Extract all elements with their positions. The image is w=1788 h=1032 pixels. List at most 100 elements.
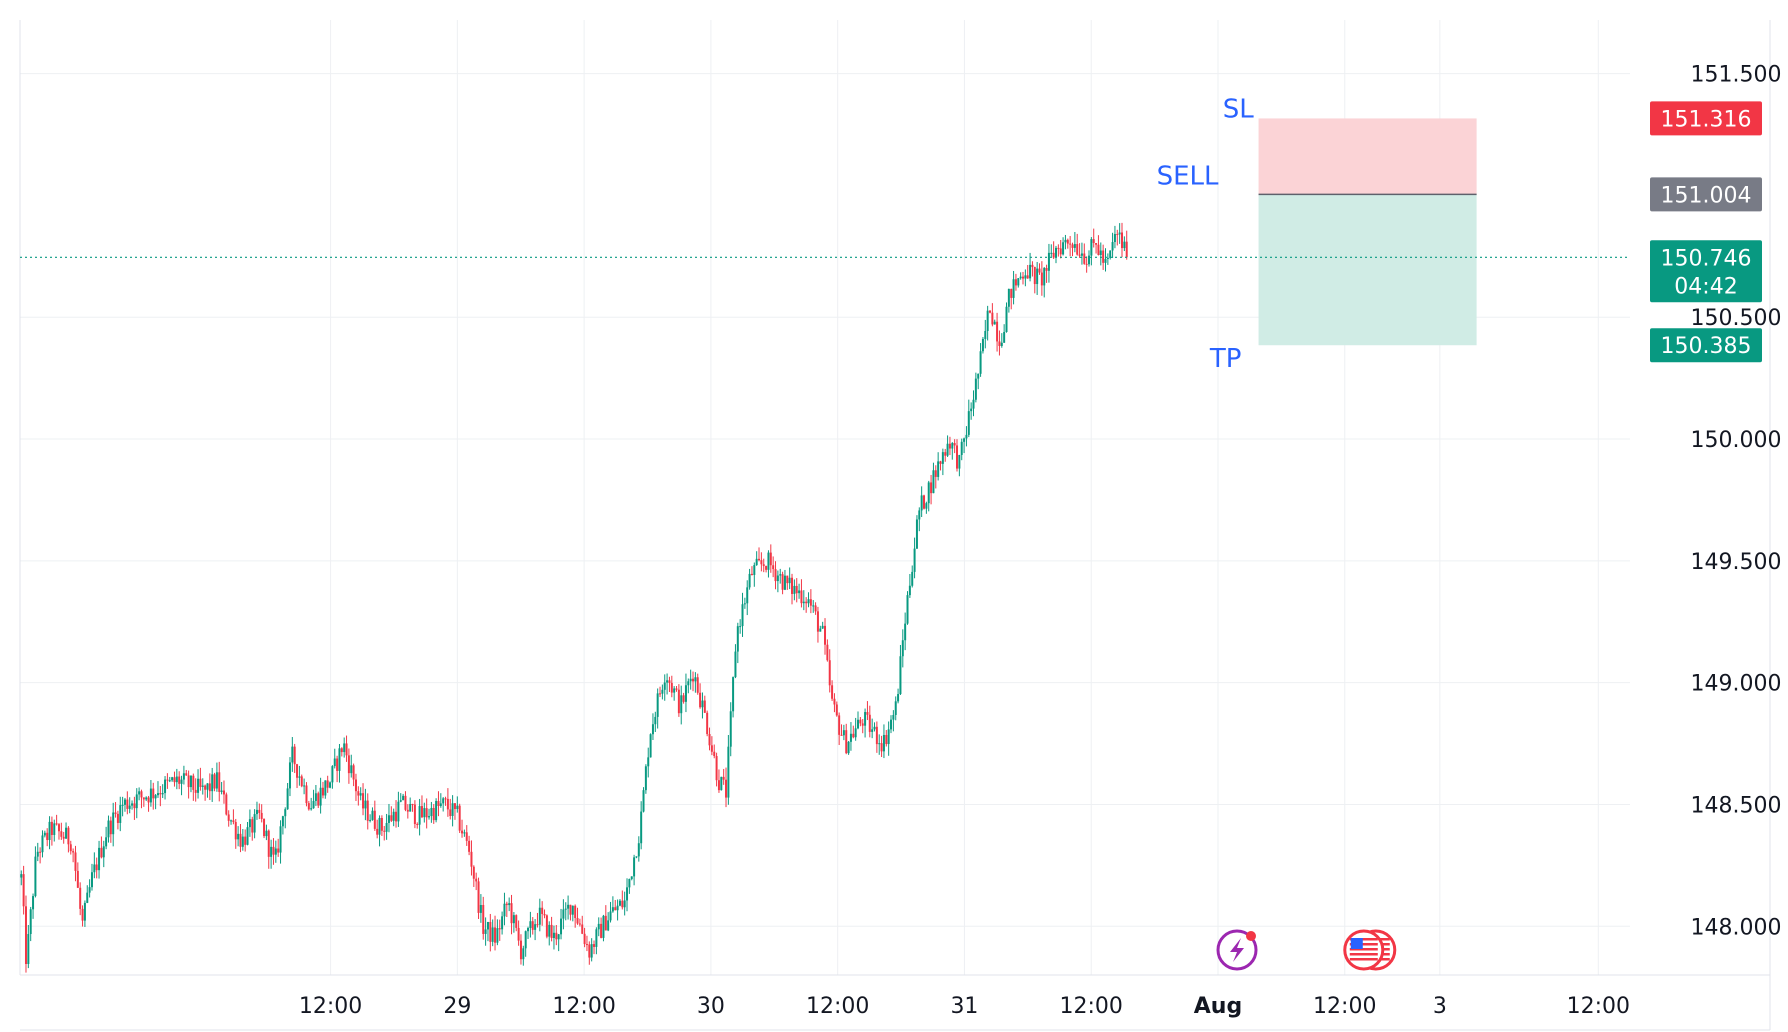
price-tick-label: 150.000 xyxy=(1691,428,1782,453)
candle-body xyxy=(74,852,77,871)
candle-body xyxy=(915,519,918,549)
candle-body xyxy=(1069,243,1072,245)
candle-body xyxy=(189,775,192,788)
candle-body xyxy=(116,813,119,823)
candle-body xyxy=(1104,259,1107,263)
candle-body xyxy=(404,795,407,810)
candle-body xyxy=(164,779,167,794)
candle-body xyxy=(305,785,308,804)
candle-body xyxy=(1050,252,1053,254)
candle-body xyxy=(1031,264,1034,268)
candle-body xyxy=(996,321,999,342)
candle-body xyxy=(677,689,680,714)
lightning-event-icon[interactable] xyxy=(1216,929,1258,971)
candle-body xyxy=(390,815,393,821)
candle-body xyxy=(399,800,402,802)
candle-body xyxy=(32,896,35,910)
time-tick-label: 12:00 xyxy=(1313,994,1376,1019)
notification-dot xyxy=(1246,931,1257,941)
candle-body xyxy=(767,552,770,570)
candle-body xyxy=(684,685,687,702)
stop-loss-zone[interactable] xyxy=(1258,118,1477,195)
last-price-badge[interactable] xyxy=(1650,240,1762,303)
candle-body xyxy=(923,495,926,509)
candle-body xyxy=(206,783,209,790)
candle-body xyxy=(1085,263,1088,265)
candle-body xyxy=(894,701,897,715)
candle-body xyxy=(362,793,365,809)
candle-body xyxy=(616,905,619,911)
price-tick-label: 148.500 xyxy=(1691,793,1782,818)
candle-body xyxy=(472,866,475,879)
candle-body xyxy=(845,730,848,754)
candle-body xyxy=(1078,254,1081,256)
candle-body xyxy=(1000,342,1003,346)
candle-body xyxy=(105,837,108,847)
candle-body xyxy=(550,924,553,938)
candle-body xyxy=(753,565,756,575)
last-price-badge-text: 150.746 xyxy=(1661,246,1752,271)
entry-price-badge[interactable] xyxy=(1650,177,1762,212)
candle-body xyxy=(208,783,211,792)
candle-body xyxy=(498,928,501,930)
candle-body xyxy=(270,846,273,857)
candle-body xyxy=(83,902,86,921)
candle-body xyxy=(314,793,317,801)
time-tick-label: 12:00 xyxy=(299,994,362,1019)
candle-body xyxy=(41,835,44,853)
candle-body xyxy=(194,789,197,793)
candle-body xyxy=(246,827,249,845)
take-profit-price-badge[interactable] xyxy=(1650,328,1762,363)
candle-body xyxy=(201,785,204,787)
candle-body xyxy=(687,681,690,686)
candle-body xyxy=(974,378,977,400)
take-profit-zone[interactable] xyxy=(1258,194,1477,346)
stop-loss-price-badge[interactable] xyxy=(1650,101,1762,136)
candle-body xyxy=(34,856,37,897)
candle-body xyxy=(182,773,185,780)
price-axis[interactable]: 151.500 150.500 150.000 149.500 149.000 148.5… xyxy=(1650,63,1781,941)
event-markers[interactable] xyxy=(1216,929,1397,971)
candle-body xyxy=(347,755,350,774)
time-axis[interactable]: 12:00 29 12:00 30 12:00 31 12:00 Aug 12:00 3 12:00 xyxy=(299,994,1630,1019)
candle-body xyxy=(649,734,652,758)
candle-body xyxy=(409,804,412,812)
us-flag-event-icon[interactable] xyxy=(1343,929,1397,971)
position-zones[interactable] xyxy=(1258,118,1477,346)
candle-body xyxy=(215,772,218,789)
candle-body xyxy=(663,682,666,690)
candle-body xyxy=(897,694,900,702)
candle-body xyxy=(128,805,131,809)
candle-body xyxy=(574,905,577,919)
candle-body xyxy=(20,874,23,878)
candle-body xyxy=(781,574,784,590)
candle-body xyxy=(354,779,357,792)
candle-body xyxy=(661,689,664,694)
candle-body xyxy=(967,411,970,435)
candle-body xyxy=(192,775,195,790)
flag-stripe xyxy=(1349,958,1378,961)
candle-body xyxy=(854,728,857,738)
flag-canton xyxy=(1350,938,1363,949)
candle-body xyxy=(524,931,527,949)
candle-body xyxy=(581,924,584,934)
candle-body xyxy=(180,779,183,784)
candle-body xyxy=(692,678,695,682)
candle-body xyxy=(442,798,445,804)
candle-body xyxy=(680,695,683,714)
candle-body xyxy=(937,461,940,477)
candle-body xyxy=(1095,243,1098,245)
candle-body xyxy=(1045,268,1048,271)
candle-body xyxy=(887,729,890,745)
candle-body xyxy=(750,573,753,575)
candle-body xyxy=(536,924,539,926)
candle-body xyxy=(439,803,442,806)
candle-body xyxy=(350,765,353,774)
candle-body xyxy=(882,734,885,752)
candle-body xyxy=(380,817,383,831)
candle-body xyxy=(701,700,704,708)
candle-body xyxy=(748,573,751,588)
candle-body xyxy=(1064,239,1067,243)
candle-body xyxy=(722,776,725,780)
